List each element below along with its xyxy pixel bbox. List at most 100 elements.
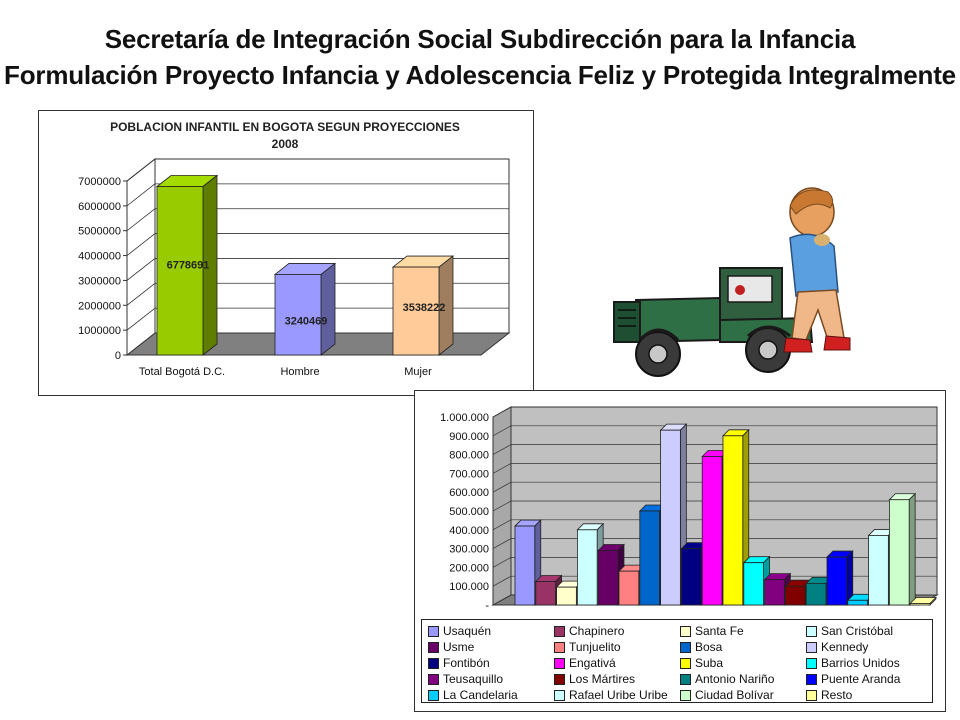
y-tick-label: 900.000 (449, 431, 489, 443)
legend-swatch (806, 657, 817, 669)
legend-label: Chapinero (569, 624, 625, 638)
legend-label: La Candelaria (443, 688, 518, 702)
y-tick-label: 300.000 (449, 544, 489, 556)
bar (680, 548, 702, 606)
bar (156, 186, 204, 356)
y-tick-label: 3000000 (78, 275, 121, 287)
bar (826, 556, 848, 606)
bar (743, 562, 764, 606)
bar (556, 586, 577, 606)
y-tick-label: 800.000 (449, 450, 489, 462)
data-label: 3240469 (285, 315, 328, 327)
gridline (126, 282, 156, 306)
slide-title-line-2: Formulación Proyecto Infancia y Adolesce… (4, 60, 956, 90)
gridline (126, 258, 156, 281)
boy-figure-image (783, 187, 851, 353)
gridline (492, 575, 512, 587)
y-tick-label: 1.000.000 (440, 412, 489, 424)
legend-swatch (428, 641, 439, 653)
legend-label: Fontibón (443, 656, 490, 670)
legend-label: Los Mártires (569, 672, 636, 686)
y-tick-label: - (485, 600, 489, 612)
y-tick-label: 0 (115, 350, 121, 362)
y-tick-label: 2000000 (78, 300, 121, 312)
bar (847, 599, 868, 606)
y-tick-label: 6000000 (78, 201, 121, 213)
legend-item: Kennedy (806, 639, 932, 655)
legend-swatch (428, 689, 439, 701)
legend-swatch (680, 657, 691, 669)
legend-swatch (554, 641, 565, 653)
y-tick-label: 7000000 (78, 176, 121, 188)
chart-legend: Usaquén Chapinero Santa Fe San Cristóbal Usm… (421, 619, 933, 703)
legend-item: Barrios Unidos (806, 655, 932, 671)
gridline (492, 481, 512, 493)
legend-label: Bosa (695, 640, 723, 654)
legend-item: Chapinero (554, 623, 680, 639)
legend-label: Santa Fe (695, 624, 744, 638)
bar (764, 579, 785, 606)
legend-item: Teusaquillo (428, 671, 554, 687)
x-tick-label: Hombre (280, 366, 319, 378)
gridline (492, 500, 512, 512)
y-tick-label: 5000000 (78, 226, 121, 238)
legend-swatch (806, 689, 817, 701)
slide-title-line-1: Secretaría de Integración Social Subdire… (104, 24, 856, 54)
y-tick-label: 400.000 (449, 525, 489, 537)
legend-item: Antonio Nariño (680, 671, 806, 687)
bar (597, 550, 619, 606)
legend-item: Usme (428, 639, 554, 655)
legend-swatch (428, 673, 439, 685)
bar (784, 585, 806, 606)
bar (392, 266, 440, 356)
bar (274, 274, 322, 356)
legend-swatch (680, 641, 691, 653)
gridline (126, 183, 156, 207)
legend-label: Usaquén (443, 624, 492, 638)
gridline (492, 406, 512, 418)
gridline (126, 208, 156, 232)
legend-label: Resto (821, 688, 853, 702)
gridline (492, 557, 512, 568)
legend-label: Usme (443, 640, 475, 654)
chart-title: POBLACION INFANTIL EN BOGOTA SEGUN PROYE… (110, 120, 460, 134)
legend-label: Suba (695, 656, 724, 670)
gridline (126, 158, 156, 182)
bar (805, 582, 827, 606)
y-tick-label: 600.000 (449, 487, 489, 499)
y-tick-label: 700.000 (449, 468, 489, 480)
bar (701, 456, 723, 606)
legend-swatch (554, 657, 565, 669)
bar-side (320, 262, 336, 356)
legend-swatch (554, 625, 565, 637)
legend-label: Barrios Unidos (821, 656, 900, 670)
bar (722, 435, 744, 606)
legend-label: Teusaquillo (443, 672, 504, 686)
x-tick-label: Mujer (404, 366, 432, 378)
y-tick-label: 200.000 (449, 562, 489, 574)
y-tick-label: 1000000 (78, 325, 121, 337)
legend-label: Puente Aranda (821, 672, 901, 686)
population-chart-canvas: POBLACION INFANTIL EN BOGOTA SEGUN PROYE… (78, 120, 511, 378)
chart-side-wall (126, 157, 156, 357)
legend-swatch (680, 625, 691, 637)
legend-label: Engativá (569, 656, 616, 670)
legend-swatch (680, 673, 691, 685)
legend-swatch (680, 689, 691, 701)
gridline (492, 519, 512, 531)
x-tick-label: Total Bogotá D.C. (139, 366, 225, 378)
gridline (126, 307, 156, 331)
gridline (126, 233, 156, 256)
legend-label: San Cristóbal (821, 624, 894, 638)
legend-swatch (428, 625, 439, 637)
localities-chart-canvas: - 100.000 200.000 300.000 400.000 500.000 600.… (440, 406, 939, 612)
bar (618, 570, 640, 606)
bar (514, 525, 536, 606)
legend-item: Suba (680, 655, 806, 671)
legend-item: Rafael Uribe Uribe (554, 687, 680, 703)
bar (909, 603, 931, 606)
y-tick-label: 4000000 (78, 251, 121, 263)
legend-item: Santa Fe (680, 623, 806, 639)
legend-swatch (806, 641, 817, 653)
gridline (492, 463, 512, 474)
